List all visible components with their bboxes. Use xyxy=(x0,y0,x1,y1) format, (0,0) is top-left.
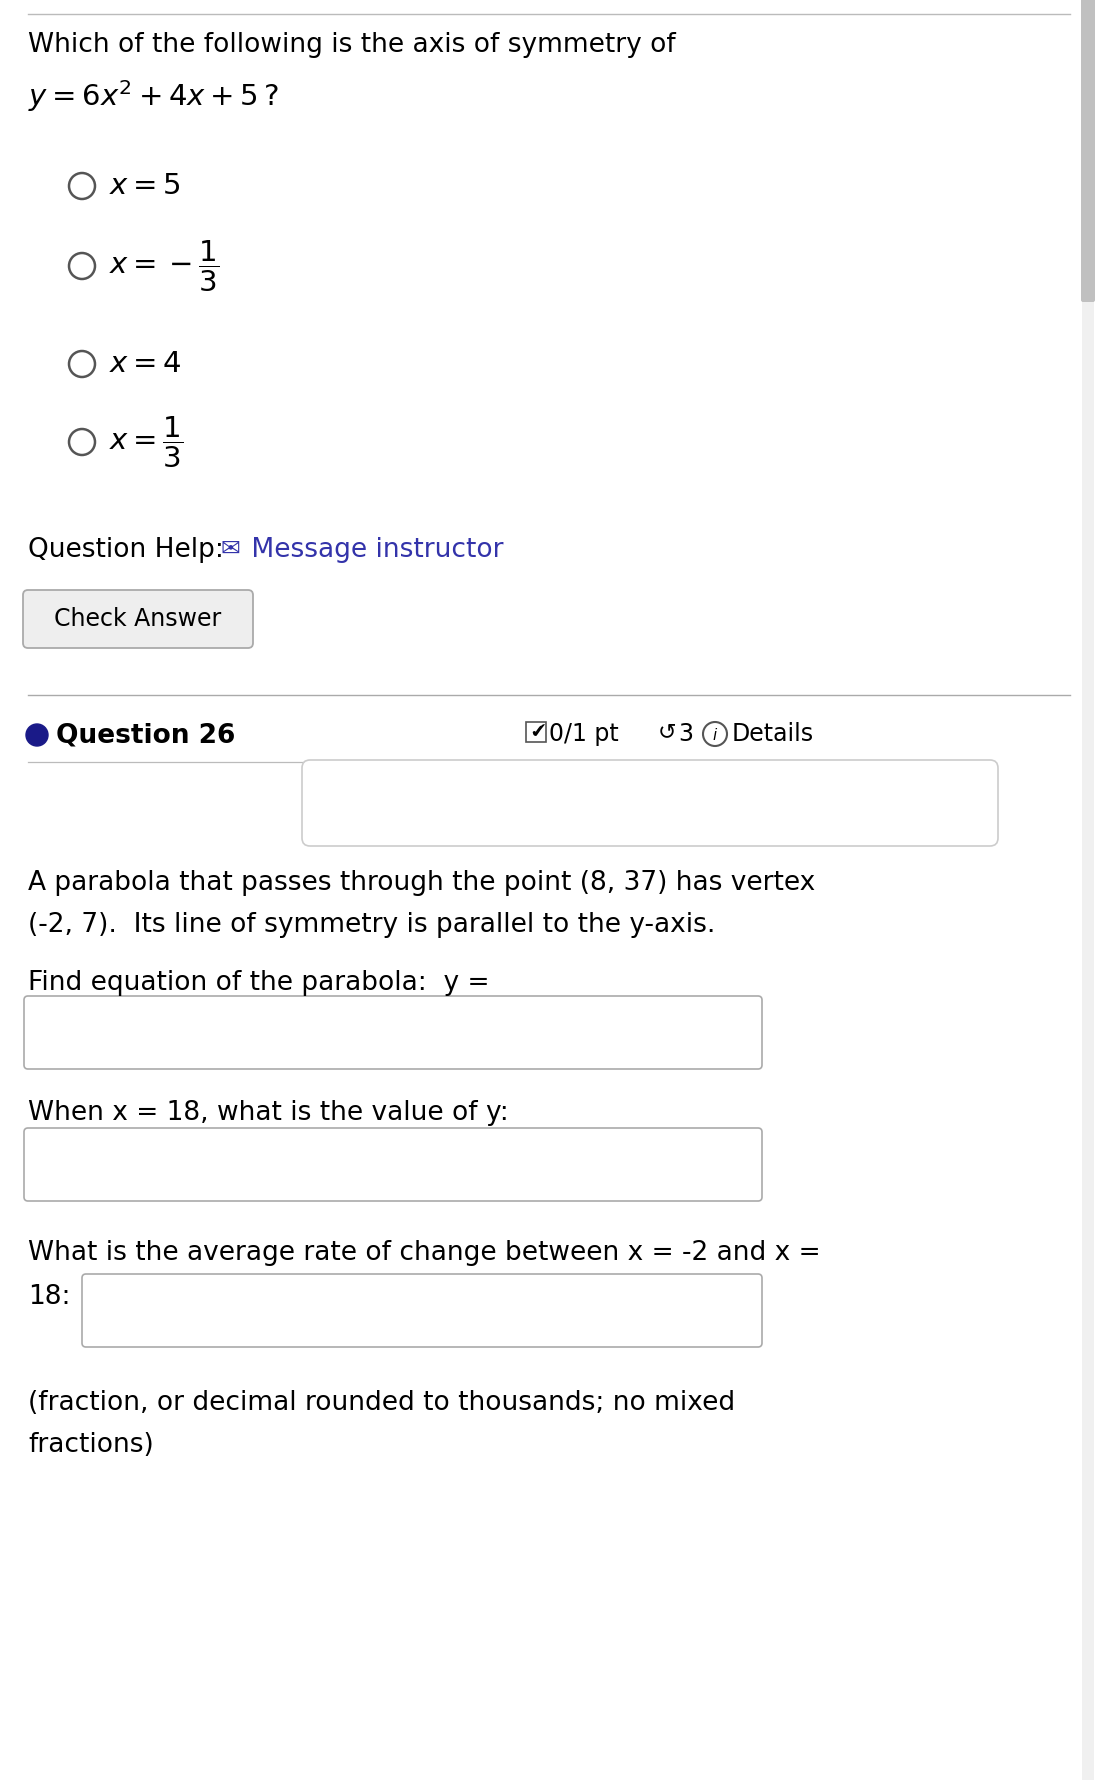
Text: ✉: ✉ xyxy=(220,538,239,561)
FancyBboxPatch shape xyxy=(24,1129,762,1202)
Text: Question 26: Question 26 xyxy=(56,723,235,748)
Text: ↺: ↺ xyxy=(658,723,676,742)
Text: i: i xyxy=(713,728,717,742)
FancyBboxPatch shape xyxy=(302,760,998,845)
Text: (-2, 7).  Its line of symmetry is parallel to the y-axis.: (-2, 7). Its line of symmetry is paralle… xyxy=(29,911,716,938)
Text: Message instructor: Message instructor xyxy=(243,538,504,562)
Text: A parabola that passes through the point (8, 37) has vertex: A parabola that passes through the point… xyxy=(29,870,815,895)
FancyBboxPatch shape xyxy=(1082,0,1094,1780)
FancyBboxPatch shape xyxy=(1082,0,1095,303)
Text: ✓: ✓ xyxy=(530,723,549,742)
Text: 18:: 18: xyxy=(29,1283,70,1310)
Text: What is the average rate of change between x = -2 and x =: What is the average rate of change betwe… xyxy=(29,1241,820,1266)
Text: Question Help:: Question Help: xyxy=(29,538,240,562)
Text: Check Answer: Check Answer xyxy=(55,607,222,630)
Text: When x = 18, what is the value of y:: When x = 18, what is the value of y: xyxy=(29,1100,508,1127)
FancyBboxPatch shape xyxy=(526,723,546,742)
Text: 3 tries on this question remaining: 3 tries on this question remaining xyxy=(450,790,850,815)
Text: $x = \dfrac{1}{3}$: $x = \dfrac{1}{3}$ xyxy=(109,415,183,470)
Text: $x = 4$: $x = 4$ xyxy=(109,351,181,377)
Text: 0/1 pt: 0/1 pt xyxy=(549,723,619,746)
Text: $x = 5$: $x = 5$ xyxy=(109,173,181,199)
Text: fractions): fractions) xyxy=(29,1431,154,1458)
Text: 3: 3 xyxy=(677,723,693,746)
Text: (fraction, or decimal rounded to thousands; no mixed: (fraction, or decimal rounded to thousan… xyxy=(29,1390,736,1417)
Text: Details: Details xyxy=(732,723,814,746)
Text: $x = -\dfrac{1}{3}$: $x = -\dfrac{1}{3}$ xyxy=(109,239,219,294)
Text: Which of the following is the axis of symmetry of: Which of the following is the axis of sy… xyxy=(29,32,675,59)
FancyBboxPatch shape xyxy=(24,997,762,1070)
FancyBboxPatch shape xyxy=(23,589,253,648)
FancyBboxPatch shape xyxy=(82,1274,762,1347)
Text: $y = 6x^2 + 4x + 5\,?$: $y = 6x^2 + 4x + 5\,?$ xyxy=(29,78,279,114)
Circle shape xyxy=(26,724,48,746)
Text: ✓: ✓ xyxy=(529,723,545,740)
Text: Find equation of the parabola:  y =: Find equation of the parabola: y = xyxy=(29,970,490,997)
